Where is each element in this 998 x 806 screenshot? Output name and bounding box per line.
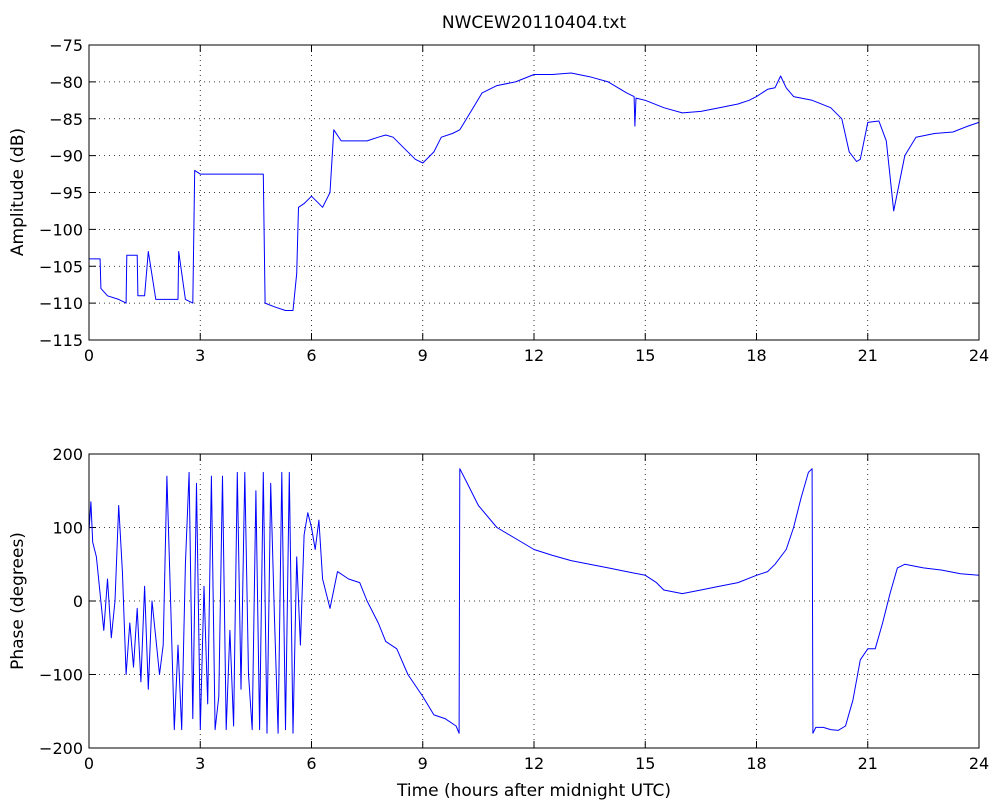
phase-x-tick-label: 6	[306, 754, 316, 773]
amplitude-y-tick-label: −85	[49, 110, 83, 129]
amplitude-x-tick-label: 0	[84, 346, 94, 365]
amplitude-y-tick-label: −110	[39, 294, 83, 313]
phase-y-tick-label: −100	[39, 666, 83, 685]
amplitude-x-tick-label: 21	[858, 346, 878, 365]
phase-ticks: 0 3 6 9 12 15 18 21 24 200 100 0 −100 −200	[39, 445, 989, 773]
amplitude-y-tick-label: −115	[39, 331, 83, 350]
amplitude-y-tick-label: −100	[39, 220, 83, 239]
amplitude-y-tick-label: −75	[49, 36, 83, 55]
amplitude-y-tick-label: −80	[49, 73, 83, 92]
phase-panel: 0 3 6 9 12 15 18 21 24 200 100 0 −100 −200 Phase (deg…	[8, 445, 989, 801]
phase-y-axis-label: Phase (degrees)	[8, 532, 28, 670]
amplitude-x-tick-label: 18	[746, 346, 766, 365]
phase-x-tick-label: 24	[969, 754, 989, 773]
amplitude-ticks: 0 3 6 9 12 15 18 21 24 −75 −80 −85 −90 −95 −100 −105 −11…	[39, 36, 989, 365]
phase-y-tick-label: 200	[52, 445, 83, 464]
phase-x-tick-label: 3	[195, 754, 205, 773]
chart-title: NWCEW20110404.txt	[442, 13, 627, 33]
phase-y-tick-label: 0	[73, 592, 83, 611]
phase-y-tick-label: 100	[52, 519, 83, 538]
phase-trace	[88, 468, 980, 734]
amplitude-panel: 0 3 6 9 12 15 18 21 24 −75 −80 −85 −90 −95 −100 −105 −11…	[8, 36, 989, 365]
amplitude-x-tick-label: 15	[635, 346, 655, 365]
amplitude-gridlines	[89, 45, 979, 340]
amplitude-x-tick-label: 24	[969, 346, 989, 365]
amplitude-trace	[89, 72, 980, 311]
phase-x-tick-label: 0	[84, 754, 94, 773]
phase-axes-frame	[88, 453, 980, 749]
phase-x-tick-label: 18	[746, 754, 766, 773]
phase-x-tick-label: 15	[635, 754, 655, 773]
phase-x-tick-label: 21	[858, 754, 878, 773]
phase-x-tick-label: 9	[418, 754, 428, 773]
amplitude-x-tick-label: 12	[524, 346, 544, 365]
phase-x-tick-label: 12	[524, 754, 544, 773]
phase-y-tick-label: −200	[39, 739, 83, 758]
phase-x-axis-label: Time (hours after midnight UTC)	[396, 781, 671, 801]
amplitude-y-tick-label: −95	[49, 184, 83, 203]
amplitude-y-axis-label: Amplitude (dB)	[8, 128, 28, 256]
amplitude-axes-frame	[88, 44, 980, 341]
amplitude-y-tick-label: −105	[39, 257, 83, 276]
amplitude-y-tick-label: −90	[49, 147, 83, 166]
amplitude-x-tick-label: 9	[418, 346, 428, 365]
amplitude-x-tick-label: 6	[306, 346, 316, 365]
amplitude-x-tick-label: 3	[195, 346, 205, 365]
